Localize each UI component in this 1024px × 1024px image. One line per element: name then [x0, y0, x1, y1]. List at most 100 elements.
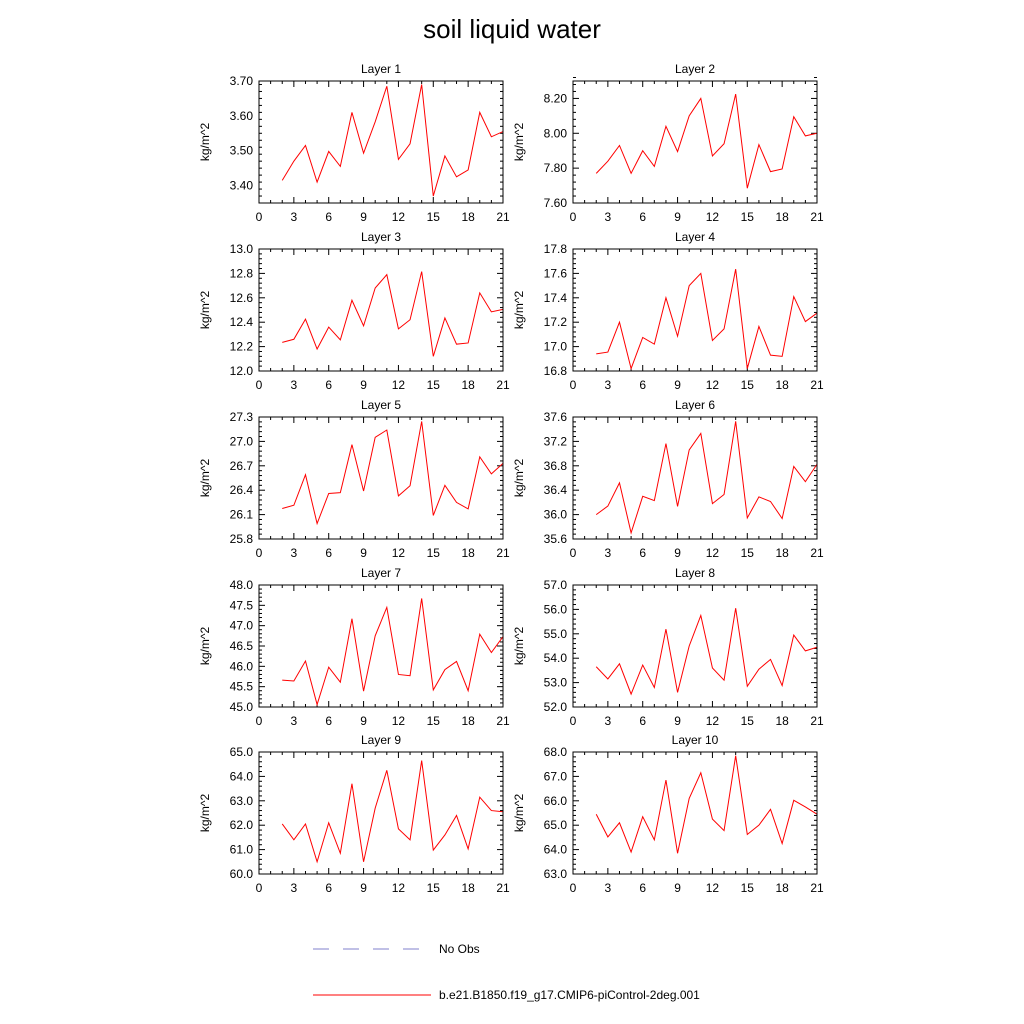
x-tick-label: 21	[496, 546, 510, 560]
y-tick-label: 52.0	[544, 700, 568, 714]
x-tick-label: 6	[325, 546, 332, 560]
panel-layer-9: Layer 9 kg/m^2 0 3 6 9 12 15 18 21 60.0 61.0 62.0 63.…	[198, 733, 510, 895]
panel-layer-5: Layer 5 kg/m^2 0 3 6 9 12 15 18 21 25.8 26.1 26.4 26.…	[198, 398, 510, 560]
y-tick-label: 12.6	[230, 291, 254, 305]
y-axis-label: kg/m^2	[512, 794, 526, 833]
x-tick-label: 0	[256, 378, 263, 392]
x-tick-label: 0	[570, 881, 577, 895]
series-line	[282, 271, 504, 357]
legend-entry-model: b.e21.B1850.f19_g17.CMIP6-piControl-2deg…	[313, 988, 700, 1002]
figure-title: soil liquid water	[423, 14, 601, 44]
x-tick-label: 3	[605, 714, 612, 728]
panel-title: Layer 10	[672, 733, 719, 747]
plot-frame	[258, 584, 504, 708]
y-tick-label: 36.4	[544, 483, 568, 497]
y-tick-label: 17.0	[544, 340, 568, 354]
legend-entry-no-obs: No Obs	[313, 942, 480, 956]
x-tick-label: 21	[810, 378, 824, 392]
y-tick-label: 46.5	[230, 639, 254, 653]
y-tick-label: 45.5	[230, 680, 254, 694]
plot-frame	[572, 248, 818, 372]
x-tick-label: 3	[605, 546, 612, 560]
x-tick-label: 21	[810, 881, 824, 895]
panel-title: Layer 9	[361, 733, 401, 747]
x-tick-label: 21	[496, 714, 510, 728]
plot-frame	[572, 584, 818, 708]
x-tick-label: 3	[605, 881, 612, 895]
y-tick-label: 26.7	[230, 459, 254, 473]
x-tick-label: 9	[360, 714, 367, 728]
series-line	[595, 93, 818, 189]
x-tick-label: 9	[360, 881, 367, 895]
x-tick-label: 9	[674, 378, 681, 392]
x-tick-label: 21	[810, 714, 824, 728]
x-tick-label: 18	[775, 881, 789, 895]
plot-frame	[572, 416, 818, 540]
y-tick-label: 36.0	[544, 508, 568, 522]
panel-layer-8: Layer 8 kg/m^2 0 3 6 9 12 15 18 21 52.0 53.0 54.0 55.…	[512, 566, 824, 728]
x-tick-label: 15	[427, 714, 441, 728]
x-tick-label: 0	[256, 546, 263, 560]
x-tick-label: 0	[256, 210, 263, 224]
x-tick-label: 15	[427, 546, 441, 560]
y-tick-label: 47.0	[230, 619, 254, 633]
panel-layer-6: Layer 6 kg/m^2 0 3 6 9 12 15 18 21 35.6 36.0 36.4 36.…	[512, 398, 824, 560]
legend-label: No Obs	[439, 942, 480, 956]
y-tick-label: 16.8	[544, 364, 568, 378]
x-tick-label: 18	[461, 210, 475, 224]
y-tick-label: 45.0	[230, 700, 254, 714]
y-axis-label: kg/m^2	[198, 794, 212, 833]
series-line	[281, 760, 504, 864]
y-tick-label: 12.8	[230, 266, 254, 280]
y-axis-label: kg/m^2	[198, 291, 212, 330]
x-tick-label: 0	[256, 881, 263, 895]
y-tick-label: 64.0	[230, 769, 254, 783]
x-tick-label: 3	[291, 714, 298, 728]
series-line	[595, 608, 818, 696]
y-tick-label: 7.80	[544, 161, 568, 175]
x-tick-label: 15	[427, 210, 441, 224]
y-tick-label: 68.0	[544, 745, 568, 759]
x-tick-label: 12	[392, 714, 406, 728]
y-tick-label: 48.0	[230, 578, 254, 592]
y-tick-label: 8.20	[544, 91, 568, 105]
x-tick-label: 21	[496, 881, 510, 895]
x-tick-label: 15	[741, 546, 755, 560]
x-tick-label: 9	[674, 881, 681, 895]
x-tick-label: 9	[360, 546, 367, 560]
x-tick-label: 3	[605, 210, 612, 224]
x-tick-label: 12	[706, 378, 720, 392]
y-tick-label: 17.2	[544, 315, 568, 329]
x-tick-label: 15	[741, 881, 755, 895]
y-tick-label: 17.4	[544, 291, 568, 305]
series-line	[595, 421, 818, 535]
x-tick-label: 0	[256, 714, 263, 728]
y-axis-label: kg/m^2	[198, 123, 212, 162]
panel-title: Layer 1	[361, 62, 401, 76]
y-tick-label: 27.3	[230, 410, 254, 424]
panel-title: Layer 8	[675, 566, 715, 580]
y-tick-label: 12.4	[230, 315, 254, 329]
x-tick-label: 0	[570, 546, 577, 560]
x-tick-label: 9	[674, 210, 681, 224]
y-tick-label: 61.0	[230, 843, 254, 857]
series-line	[282, 598, 504, 707]
x-tick-label: 15	[741, 378, 755, 392]
x-tick-label: 3	[291, 210, 298, 224]
panel-title: Layer 7	[361, 566, 401, 580]
y-tick-label: 26.4	[230, 483, 254, 497]
panel-title: Layer 6	[675, 398, 715, 412]
panel-layer-10: Layer 10 kg/m^2 0 3 6 9 12 15 18 21 63.0 64.0 65.0 66…	[512, 733, 824, 895]
y-tick-label: 65.0	[230, 745, 254, 759]
y-tick-label: 64.0	[544, 843, 568, 857]
x-tick-label: 9	[360, 378, 367, 392]
x-tick-label: 15	[741, 210, 755, 224]
y-tick-label: 53.0	[544, 676, 568, 690]
y-axis-label: kg/m^2	[198, 459, 212, 498]
x-tick-label: 9	[360, 210, 367, 224]
y-tick-label: 3.50	[230, 144, 254, 158]
panel-title: Layer 4	[675, 230, 715, 244]
y-tick-label: 54.0	[544, 651, 568, 665]
panel-layer-7: Layer 7 kg/m^2 0 3 6 9 12 15 18 21 45.0 45.5 46.0 46.…	[198, 566, 510, 728]
